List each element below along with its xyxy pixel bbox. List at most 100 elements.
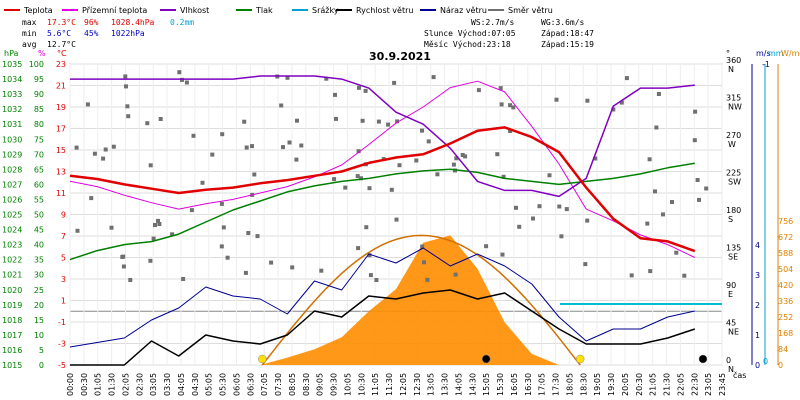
wind-tick-3: 3 bbox=[755, 271, 760, 280]
stats-avg-temp: 12.7°C bbox=[47, 40, 76, 49]
wind-direction-point bbox=[281, 145, 285, 150]
wind-direction-point bbox=[356, 149, 361, 154]
wind-direction-point bbox=[422, 260, 426, 265]
pressure-tick-2: 1017 bbox=[2, 331, 22, 340]
wind-direction-point bbox=[629, 273, 634, 278]
wind-direction-point bbox=[498, 86, 503, 91]
wind-direction-point bbox=[151, 236, 156, 241]
humidity-tick-16: 80 bbox=[34, 120, 44, 129]
temp-tick-7: 9 bbox=[61, 211, 66, 220]
wind-direction-point bbox=[695, 178, 700, 182]
humidity-tick-13: 65 bbox=[34, 165, 44, 174]
legend-label-4: Srážky bbox=[312, 6, 339, 15]
x-tick-24: 12:05 bbox=[399, 373, 408, 396]
wind-direction-point bbox=[585, 98, 590, 103]
stats-max-press: 1028.4hPa bbox=[111, 18, 155, 27]
wind-direction-point bbox=[125, 104, 130, 109]
wind-direction-point bbox=[611, 107, 616, 112]
wind-direction-point bbox=[564, 207, 569, 212]
pressure-tick-20: 1035 bbox=[2, 60, 22, 69]
wind-direction-point bbox=[583, 262, 588, 267]
wind-direction-series bbox=[74, 70, 709, 282]
wind-top-tick: -1 bbox=[762, 60, 770, 69]
direction-label-tick-1: NE bbox=[728, 328, 739, 337]
humidity-tick-20: 100 bbox=[29, 60, 44, 69]
x-tick-46: 23:05 bbox=[704, 373, 713, 396]
wind-tick-1: 1 bbox=[755, 331, 760, 340]
wind-direction-point bbox=[426, 139, 431, 144]
x-tick-21: 10:30 bbox=[357, 373, 366, 396]
wind-direction-point bbox=[693, 109, 698, 114]
wind-direction-point bbox=[244, 145, 249, 150]
wind-direction-point bbox=[333, 92, 337, 97]
wind-direction-point bbox=[287, 140, 292, 145]
wind-direction-point bbox=[189, 208, 194, 213]
wind-direction-point bbox=[123, 74, 128, 79]
x-tick-42: 21:05 bbox=[649, 373, 658, 396]
wind-direction-point bbox=[420, 244, 425, 249]
wind-direction-point bbox=[148, 163, 153, 168]
info-ws: WS:2.7m/s bbox=[471, 18, 515, 27]
x-tick-2: 01:05 bbox=[94, 373, 103, 396]
humidity-tick-6: 30 bbox=[34, 271, 44, 280]
direction-deg-tick-8: 360 bbox=[726, 56, 741, 65]
temp-tick-12: 19 bbox=[56, 103, 66, 112]
wind-direction-point bbox=[111, 144, 116, 149]
wind-direction-point bbox=[75, 228, 80, 233]
wind-direction-point bbox=[508, 103, 513, 108]
wind-direction-point bbox=[414, 158, 419, 163]
wind-direction-point bbox=[531, 216, 535, 221]
wind-direction-point bbox=[156, 218, 160, 223]
unit-deg: ° bbox=[726, 49, 730, 58]
legend-label-7: Směr větru bbox=[508, 6, 553, 15]
direction-deg-tick-4: 180 bbox=[726, 206, 741, 215]
wind-direction-point bbox=[619, 100, 624, 105]
wind-direction-point bbox=[252, 172, 257, 177]
solar-theoretical-curve bbox=[261, 234, 581, 366]
wind-direction-point bbox=[692, 138, 697, 143]
x-tick-25: 12:30 bbox=[413, 373, 422, 396]
wind-direction-point bbox=[219, 201, 224, 206]
x-tick-15: 07:30 bbox=[274, 373, 283, 396]
wind-direction-point bbox=[501, 174, 506, 179]
wind-direction-point bbox=[332, 177, 337, 182]
legend-label-1: Přízemní teplota bbox=[82, 6, 147, 15]
humidity-tick-3: 15 bbox=[34, 316, 44, 325]
x-tick-20: 10:05 bbox=[343, 373, 352, 396]
x-tick-43: 21:30 bbox=[663, 373, 672, 396]
x-tick-37: 18:30 bbox=[579, 373, 588, 396]
wind-tick-0: 0 bbox=[755, 361, 760, 370]
temp-tick-2: -1 bbox=[58, 318, 66, 327]
solar-tick-6: 504 bbox=[778, 265, 793, 274]
pressure-tick-19: 1034 bbox=[2, 75, 22, 84]
solar-area bbox=[260, 235, 559, 365]
x-tick-31: 15:30 bbox=[496, 373, 505, 396]
x-tick-7: 03:30 bbox=[163, 373, 172, 396]
wind-direction-point bbox=[368, 273, 373, 278]
x-tick-39: 19:30 bbox=[607, 373, 616, 396]
humidity-tick-5: 25 bbox=[34, 286, 44, 295]
wind-direction-point bbox=[128, 278, 133, 282]
wind-direction-point bbox=[386, 122, 391, 127]
humidity-tick-2: 10 bbox=[34, 331, 44, 340]
pressure-tick-16: 1031 bbox=[2, 120, 22, 129]
wind-direction-point bbox=[661, 212, 665, 217]
chart-title: 30.9.2021 bbox=[369, 50, 431, 63]
wind-direction-point bbox=[319, 268, 324, 273]
wind-direction-point bbox=[697, 197, 701, 202]
x-tick-14: 07:05 bbox=[260, 373, 269, 396]
temp-tick-4: 3 bbox=[61, 275, 66, 284]
wind-direction-point bbox=[394, 217, 399, 222]
solar-tick-2: 168 bbox=[778, 329, 793, 338]
direction-deg-tick-6: 270 bbox=[726, 131, 741, 140]
temp-tick-10: 15 bbox=[56, 146, 66, 155]
direction-label-tick-5: SW bbox=[728, 178, 741, 187]
solar-tick-1: 84 bbox=[778, 345, 788, 354]
info-sun-rise: Slunce Východ:07:05 bbox=[424, 29, 516, 38]
direction-deg-tick-2: 90 bbox=[726, 281, 736, 290]
wind-direction-point bbox=[219, 244, 224, 249]
humidity-tick-10: 50 bbox=[34, 211, 44, 220]
direction-deg-tick-1: 45 bbox=[726, 319, 736, 328]
temperature-line bbox=[69, 126, 696, 253]
pressure-tick-4: 1019 bbox=[2, 301, 22, 310]
